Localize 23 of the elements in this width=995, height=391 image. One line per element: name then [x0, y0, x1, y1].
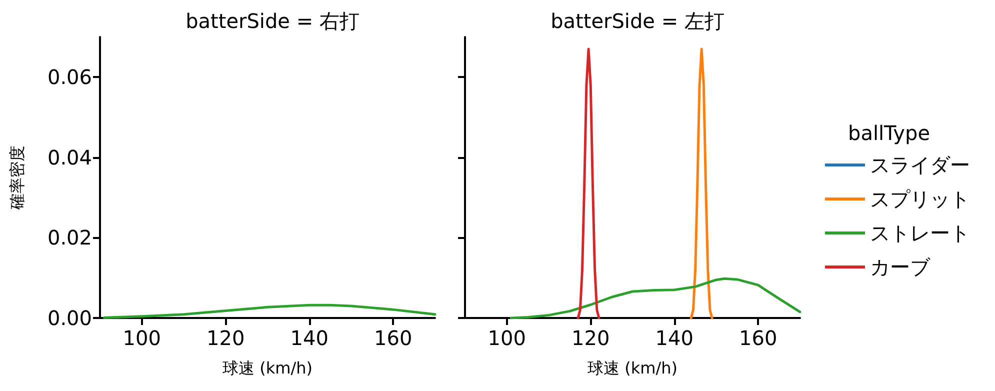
chart-title: batterSide = 右打	[186, 9, 360, 33]
x-axis-title: 球速 (km/h)	[222, 358, 312, 378]
x-tick-label: 120	[206, 326, 245, 350]
y-axis-title: 確率密度	[8, 146, 26, 210]
chart-title: batterSide = 左打	[550, 9, 724, 33]
x-tick-label: 160	[739, 326, 778, 350]
y-tick-label: 0.06	[47, 65, 92, 90]
x-tick-label: 140	[290, 326, 328, 350]
x-tick-label: 120	[572, 326, 610, 350]
legend-title: ballType	[848, 121, 930, 145]
legend-label: スプリット	[870, 187, 970, 211]
line-series	[102, 304, 436, 319]
x-axis-title: 球速 (km/h)	[588, 358, 678, 378]
x-tick-label: 100	[488, 326, 526, 350]
legend-label: ストレート	[870, 221, 970, 245]
x-tick-label: 160	[374, 326, 412, 350]
legend-label: スライダー	[870, 153, 970, 177]
legend-label: カーブ	[870, 255, 931, 279]
y-tick-label: 0.00	[47, 306, 92, 330]
x-tick-label: 100	[122, 326, 161, 350]
y-tick-label: 0.02	[47, 226, 92, 250]
y-tick-label: 0.04	[47, 145, 92, 170]
x-tick-label: 140	[655, 326, 694, 350]
